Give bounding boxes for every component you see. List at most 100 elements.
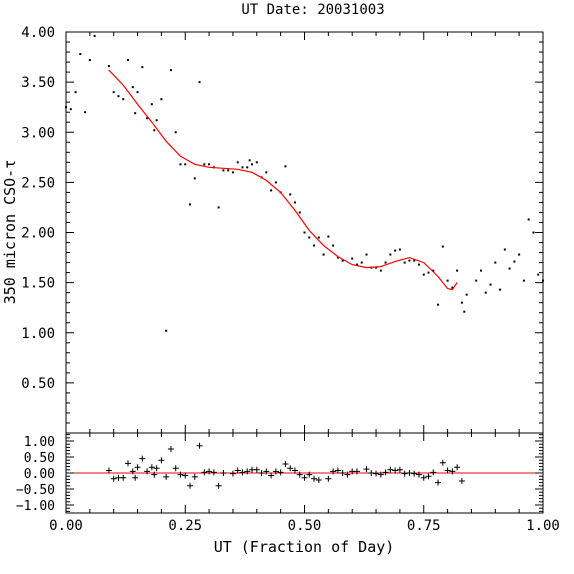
data-point [441, 245, 444, 248]
data-point [184, 163, 187, 166]
residual-point [291, 467, 298, 474]
data-point [93, 35, 96, 38]
residual-point [191, 473, 198, 480]
data-point [246, 166, 249, 169]
data-point [532, 231, 535, 234]
residual-point [139, 455, 146, 462]
residual-point [425, 473, 432, 480]
residual-point [444, 467, 451, 474]
residual-y-tick-label: 1.00 [24, 435, 55, 450]
x-tick-label: 0.00 [49, 518, 83, 534]
residual-point [396, 466, 403, 473]
data-point [327, 235, 330, 238]
residual-point [129, 468, 136, 475]
x-tick-label: 1.00 [526, 518, 560, 534]
residual-point [177, 471, 184, 478]
residual-point [253, 466, 260, 473]
data-point [241, 166, 244, 169]
data-point [150, 103, 153, 106]
data-point [289, 193, 292, 196]
residual-point [296, 471, 303, 478]
data-point [403, 261, 406, 264]
residual-point [363, 466, 370, 473]
residual-point [158, 457, 165, 464]
data-point [527, 218, 530, 221]
residual-point [344, 471, 351, 478]
residual-point [220, 470, 227, 476]
residual-point [167, 446, 174, 452]
residual-point [148, 464, 155, 471]
data-point [79, 53, 82, 56]
residual-point [229, 470, 236, 477]
data-point [136, 91, 139, 94]
x-tick-label: 0.25 [168, 518, 202, 534]
residual-point [263, 468, 270, 475]
data-point [542, 279, 544, 282]
data-point [65, 106, 67, 109]
data-point [265, 171, 268, 174]
residual-point [420, 474, 427, 481]
residual-point [401, 470, 408, 477]
data-point [227, 169, 230, 172]
y-tick-label: 4.00 [21, 25, 55, 41]
residual-point [268, 472, 275, 479]
data-point [489, 283, 492, 286]
data-point [303, 231, 306, 234]
residual-y-tick-label: 0.00 [24, 467, 55, 482]
residual-point [210, 469, 217, 476]
data-point [69, 108, 72, 111]
residual-point [144, 468, 151, 475]
data-point [255, 161, 258, 164]
data-point [499, 288, 502, 291]
x-tick-labels: 0.00 0.25 0.50 0.75 1.00 [49, 518, 560, 534]
y-tick-label: 1.50 [21, 276, 55, 292]
residual-point [353, 468, 360, 475]
residual-point [187, 482, 194, 489]
data-point [117, 95, 120, 98]
residual-point [277, 469, 284, 476]
data-point [141, 66, 144, 69]
data-point [417, 263, 420, 266]
data-point [365, 253, 368, 256]
residual-point [382, 469, 389, 476]
data-point [398, 248, 401, 251]
data-point [284, 165, 287, 168]
residual-point [120, 474, 127, 481]
residual-point [458, 478, 465, 484]
data-point [394, 249, 397, 252]
residual-point [325, 475, 332, 482]
data-point [112, 91, 115, 94]
residual-point [430, 469, 437, 476]
data-point [513, 260, 516, 263]
y-axis-label: 350 micron CSO-τ [1, 160, 19, 305]
residual-point [449, 468, 456, 475]
residual-point [287, 465, 294, 472]
residual-point [134, 464, 141, 471]
residual-point [151, 471, 158, 478]
data-point [451, 286, 454, 289]
data-point [155, 119, 158, 122]
data-point [317, 236, 320, 239]
residual-point [334, 467, 341, 474]
residual-point [315, 477, 322, 484]
data-point [389, 253, 392, 256]
data-point [293, 201, 296, 204]
data-point [355, 263, 358, 266]
data-point [248, 159, 251, 162]
data-point [456, 269, 459, 272]
residual-point [182, 472, 189, 479]
residual-point [239, 469, 246, 476]
data-point [127, 59, 130, 62]
data-point [131, 86, 134, 89]
data-point [88, 59, 91, 62]
residual-point [172, 465, 179, 472]
data-point [217, 206, 220, 209]
data-point [413, 259, 416, 262]
data-point [107, 65, 110, 68]
data-point [122, 98, 125, 101]
data-point [174, 131, 177, 134]
data-point [251, 163, 254, 166]
data-point [236, 161, 239, 164]
data-point [494, 261, 497, 264]
